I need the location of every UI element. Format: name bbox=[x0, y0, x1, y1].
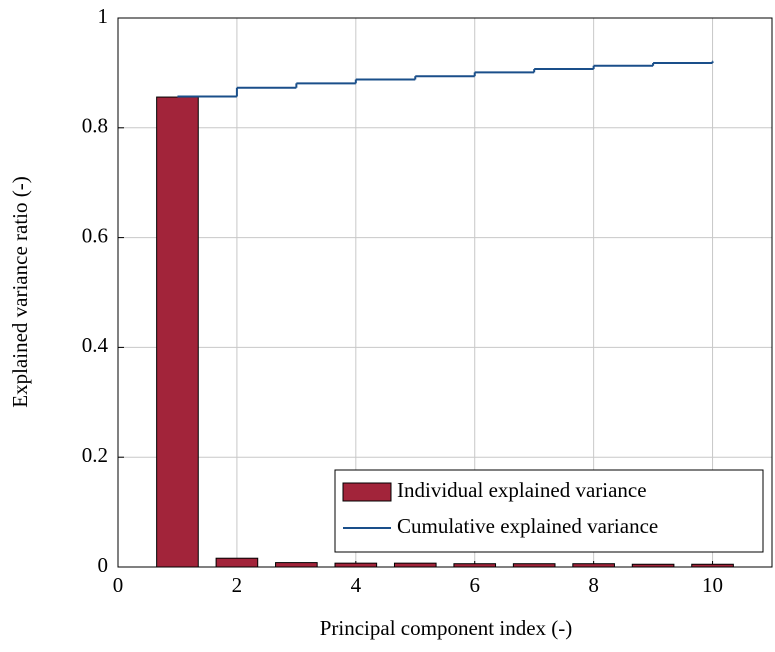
bar bbox=[156, 96, 199, 568]
y-tick-label: 1 bbox=[98, 4, 109, 28]
y-tick-label: 0.8 bbox=[82, 114, 108, 138]
x-tick-label: 2 bbox=[232, 573, 243, 597]
x-tick-label: 4 bbox=[351, 573, 362, 597]
y-tick-label: 0.4 bbox=[82, 333, 109, 357]
y-tick-label: 0 bbox=[98, 553, 109, 577]
y-tick-label: 0.2 bbox=[82, 443, 108, 467]
plot-frame bbox=[117, 17, 773, 568]
x-tick-label: 6 bbox=[469, 573, 480, 597]
legend-box bbox=[334, 469, 764, 553]
bar bbox=[275, 562, 318, 568]
y-tick-label: 0.6 bbox=[82, 223, 108, 247]
x-tick-label: 0 bbox=[113, 573, 124, 597]
legend: Individual explained variance Cumulative … bbox=[334, 469, 764, 553]
x-tick-label: 10 bbox=[702, 573, 723, 597]
bar bbox=[334, 562, 378, 568]
y-axis-label: Explained variance ratio (-) bbox=[8, 176, 32, 407]
bar bbox=[215, 557, 259, 568]
bar bbox=[393, 562, 437, 568]
legend-label: Cumulative explained variance bbox=[397, 514, 658, 538]
legend-swatch bbox=[342, 482, 392, 502]
x-axis-label: Principal component index (-) bbox=[320, 616, 573, 640]
x-tick-label: 8 bbox=[588, 573, 599, 597]
legend-label: Individual explained variance bbox=[397, 478, 647, 502]
